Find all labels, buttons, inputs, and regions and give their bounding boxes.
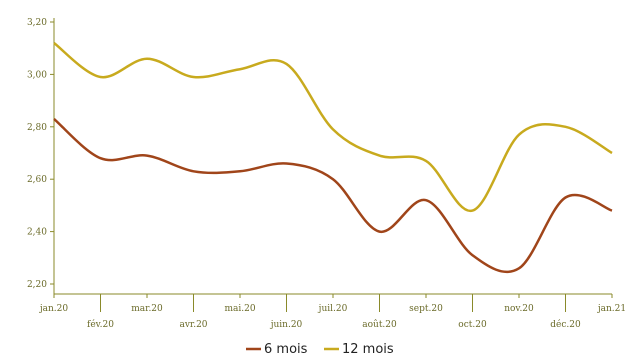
y-tick-label: 3,20 — [27, 18, 47, 28]
legend-label: 6 mois — [264, 342, 308, 357]
x-tick-label: déc.20 — [550, 319, 581, 330]
x-tick-label: avr.20 — [179, 320, 207, 330]
series-line-twelve-months — [53, 41, 613, 212]
legend-label: 12 mois — [342, 342, 394, 357]
tick-labels: 2,20 2,40 2,60 2,80 3,00 3,20 jan.20 fév.20 mar.… — [27, 18, 626, 330]
x-tick-label: oct.20 — [458, 320, 487, 330]
x-tick-label: jan.20 — [39, 304, 69, 314]
y-tick-label: 2,40 — [27, 228, 47, 238]
y-tick-label: 3,00 — [27, 70, 47, 80]
series-line-six-months — [53, 117, 613, 274]
x-tick-label: mar.20 — [131, 304, 163, 314]
x-tick-label: juil.20 — [318, 304, 348, 314]
y-tick-label: 2,80 — [27, 123, 47, 133]
series-lines — [53, 41, 613, 274]
x-tick-label: jan.21 — [597, 304, 626, 314]
x-tick-label: mai.20 — [224, 304, 255, 314]
x-tick-label: fév.20 — [87, 319, 114, 330]
legend: 6 mois 12 mois — [246, 342, 394, 357]
x-tick-label: août.20 — [362, 319, 397, 330]
x-tick-label: sept.20 — [409, 304, 443, 314]
y-tick-label: 2,60 — [27, 175, 47, 185]
x-tick-label: nov.20 — [504, 304, 534, 314]
x-tick-label: juin.20 — [270, 320, 303, 330]
axes — [50, 18, 613, 312]
y-tick-label: 2,20 — [27, 280, 47, 290]
